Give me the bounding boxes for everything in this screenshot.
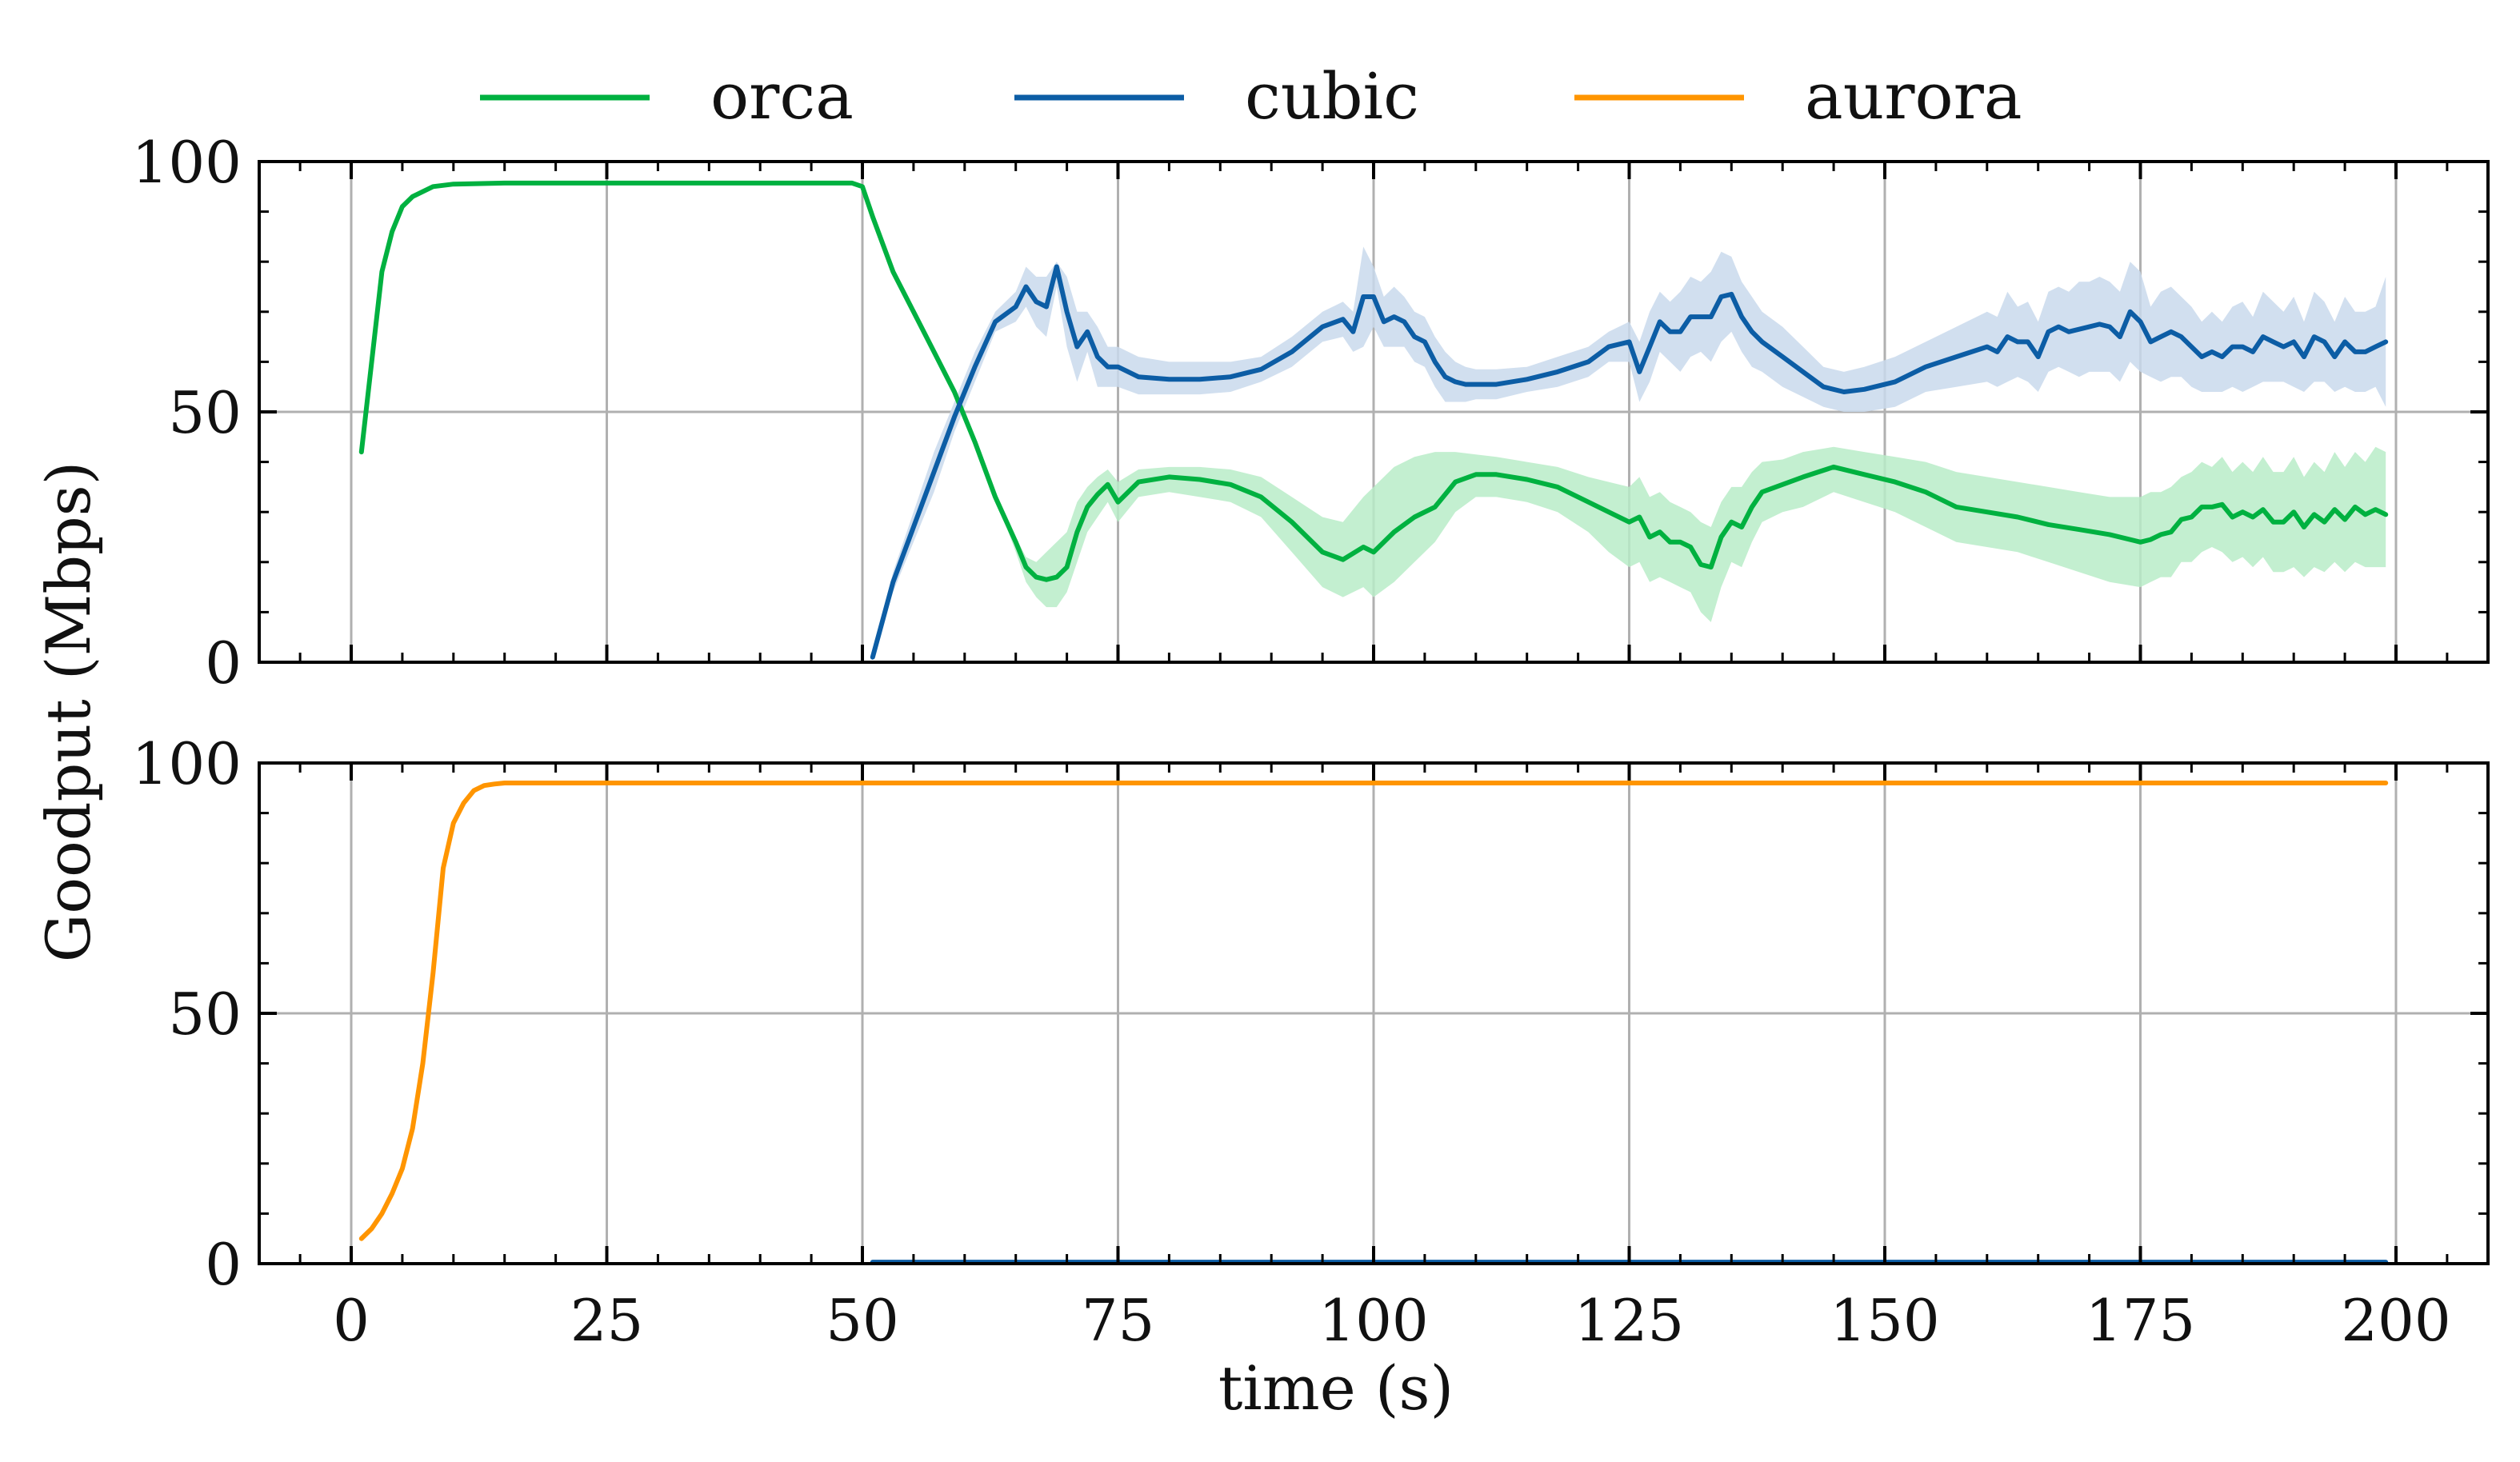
legend: orca cubic aurora <box>480 59 2022 134</box>
series-line-cubic <box>870 264 2389 660</box>
x-tick-label: 75 <box>1082 1287 1155 1354</box>
top-panel-bands <box>361 182 2386 657</box>
y-tick-label: 0 <box>205 1231 242 1298</box>
y-tick-label: 50 <box>168 379 242 446</box>
x-tick-label: 150 <box>1830 1287 1939 1354</box>
y-tick-label: 100 <box>132 129 242 196</box>
x-tick-label: 175 <box>2086 1287 2195 1354</box>
x-tick-label: 100 <box>1318 1287 1428 1354</box>
y-tick-label: 0 <box>205 629 242 697</box>
x-tick-label: 125 <box>1574 1287 1684 1354</box>
legend-label-cubic: cubic <box>1245 59 1419 134</box>
band-orca <box>361 182 2386 622</box>
legend-label-aurora: aurora <box>1805 59 2022 134</box>
y-tick-label: 100 <box>132 730 242 797</box>
x-tick-label: 0 <box>333 1287 370 1354</box>
band-cubic <box>872 246 2386 657</box>
top-panel-lines <box>358 180 2389 660</box>
bottom-panel-frame <box>258 761 2490 1265</box>
series-line-aurora <box>358 781 2389 1241</box>
y-tick-label: 50 <box>168 981 242 1048</box>
x-tick-label: 25 <box>570 1287 644 1354</box>
x-tick-label: 200 <box>2341 1287 2450 1354</box>
x-axis-label: time (s) <box>1218 1352 1454 1424</box>
legend-label-orca: orca <box>710 59 854 134</box>
x-tick-label: 50 <box>826 1287 899 1354</box>
top-panel: 0 50 100 <box>132 129 2490 697</box>
top-panel-ticks: 0 50 100 <box>132 129 2488 697</box>
bottom-panel-grid <box>259 761 2488 1265</box>
series-line-orca <box>358 180 2389 582</box>
y-axis-label: Goodput (Mbps) <box>33 461 104 963</box>
top-panel-frame <box>258 160 2490 664</box>
bottom-panel: 0 50 100 0 25 50 75 100 125 150 175 200 <box>132 730 2490 1354</box>
